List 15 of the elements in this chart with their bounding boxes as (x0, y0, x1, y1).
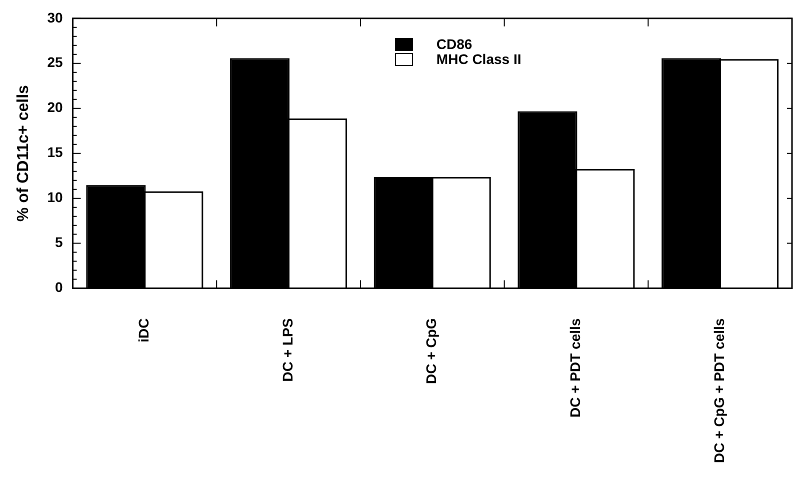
x-tick-label: iDC (136, 318, 152, 342)
y-axis-title: % of CD11c+ cells (15, 84, 32, 222)
x-tick-label: DC + PDT cells (567, 318, 584, 418)
y-tick-label: 0 (54, 279, 63, 296)
y-tick-label: 30 (47, 9, 63, 26)
y-tick-label: 20 (47, 99, 63, 116)
x-tick-label: DC + CpG (423, 318, 440, 384)
y-tick-label: 10 (47, 189, 63, 206)
y-tick-label: 15 (47, 144, 63, 160)
legend-label: MHC Class II (436, 51, 522, 68)
x-tick-label: DC + LPS (279, 318, 296, 382)
legend-label: CD86 (436, 36, 472, 52)
x-tick-label: DC + CpG + PDT cells (710, 318, 727, 464)
y-tick-label: 5 (54, 234, 63, 250)
y-tick-label: 25 (47, 54, 63, 70)
